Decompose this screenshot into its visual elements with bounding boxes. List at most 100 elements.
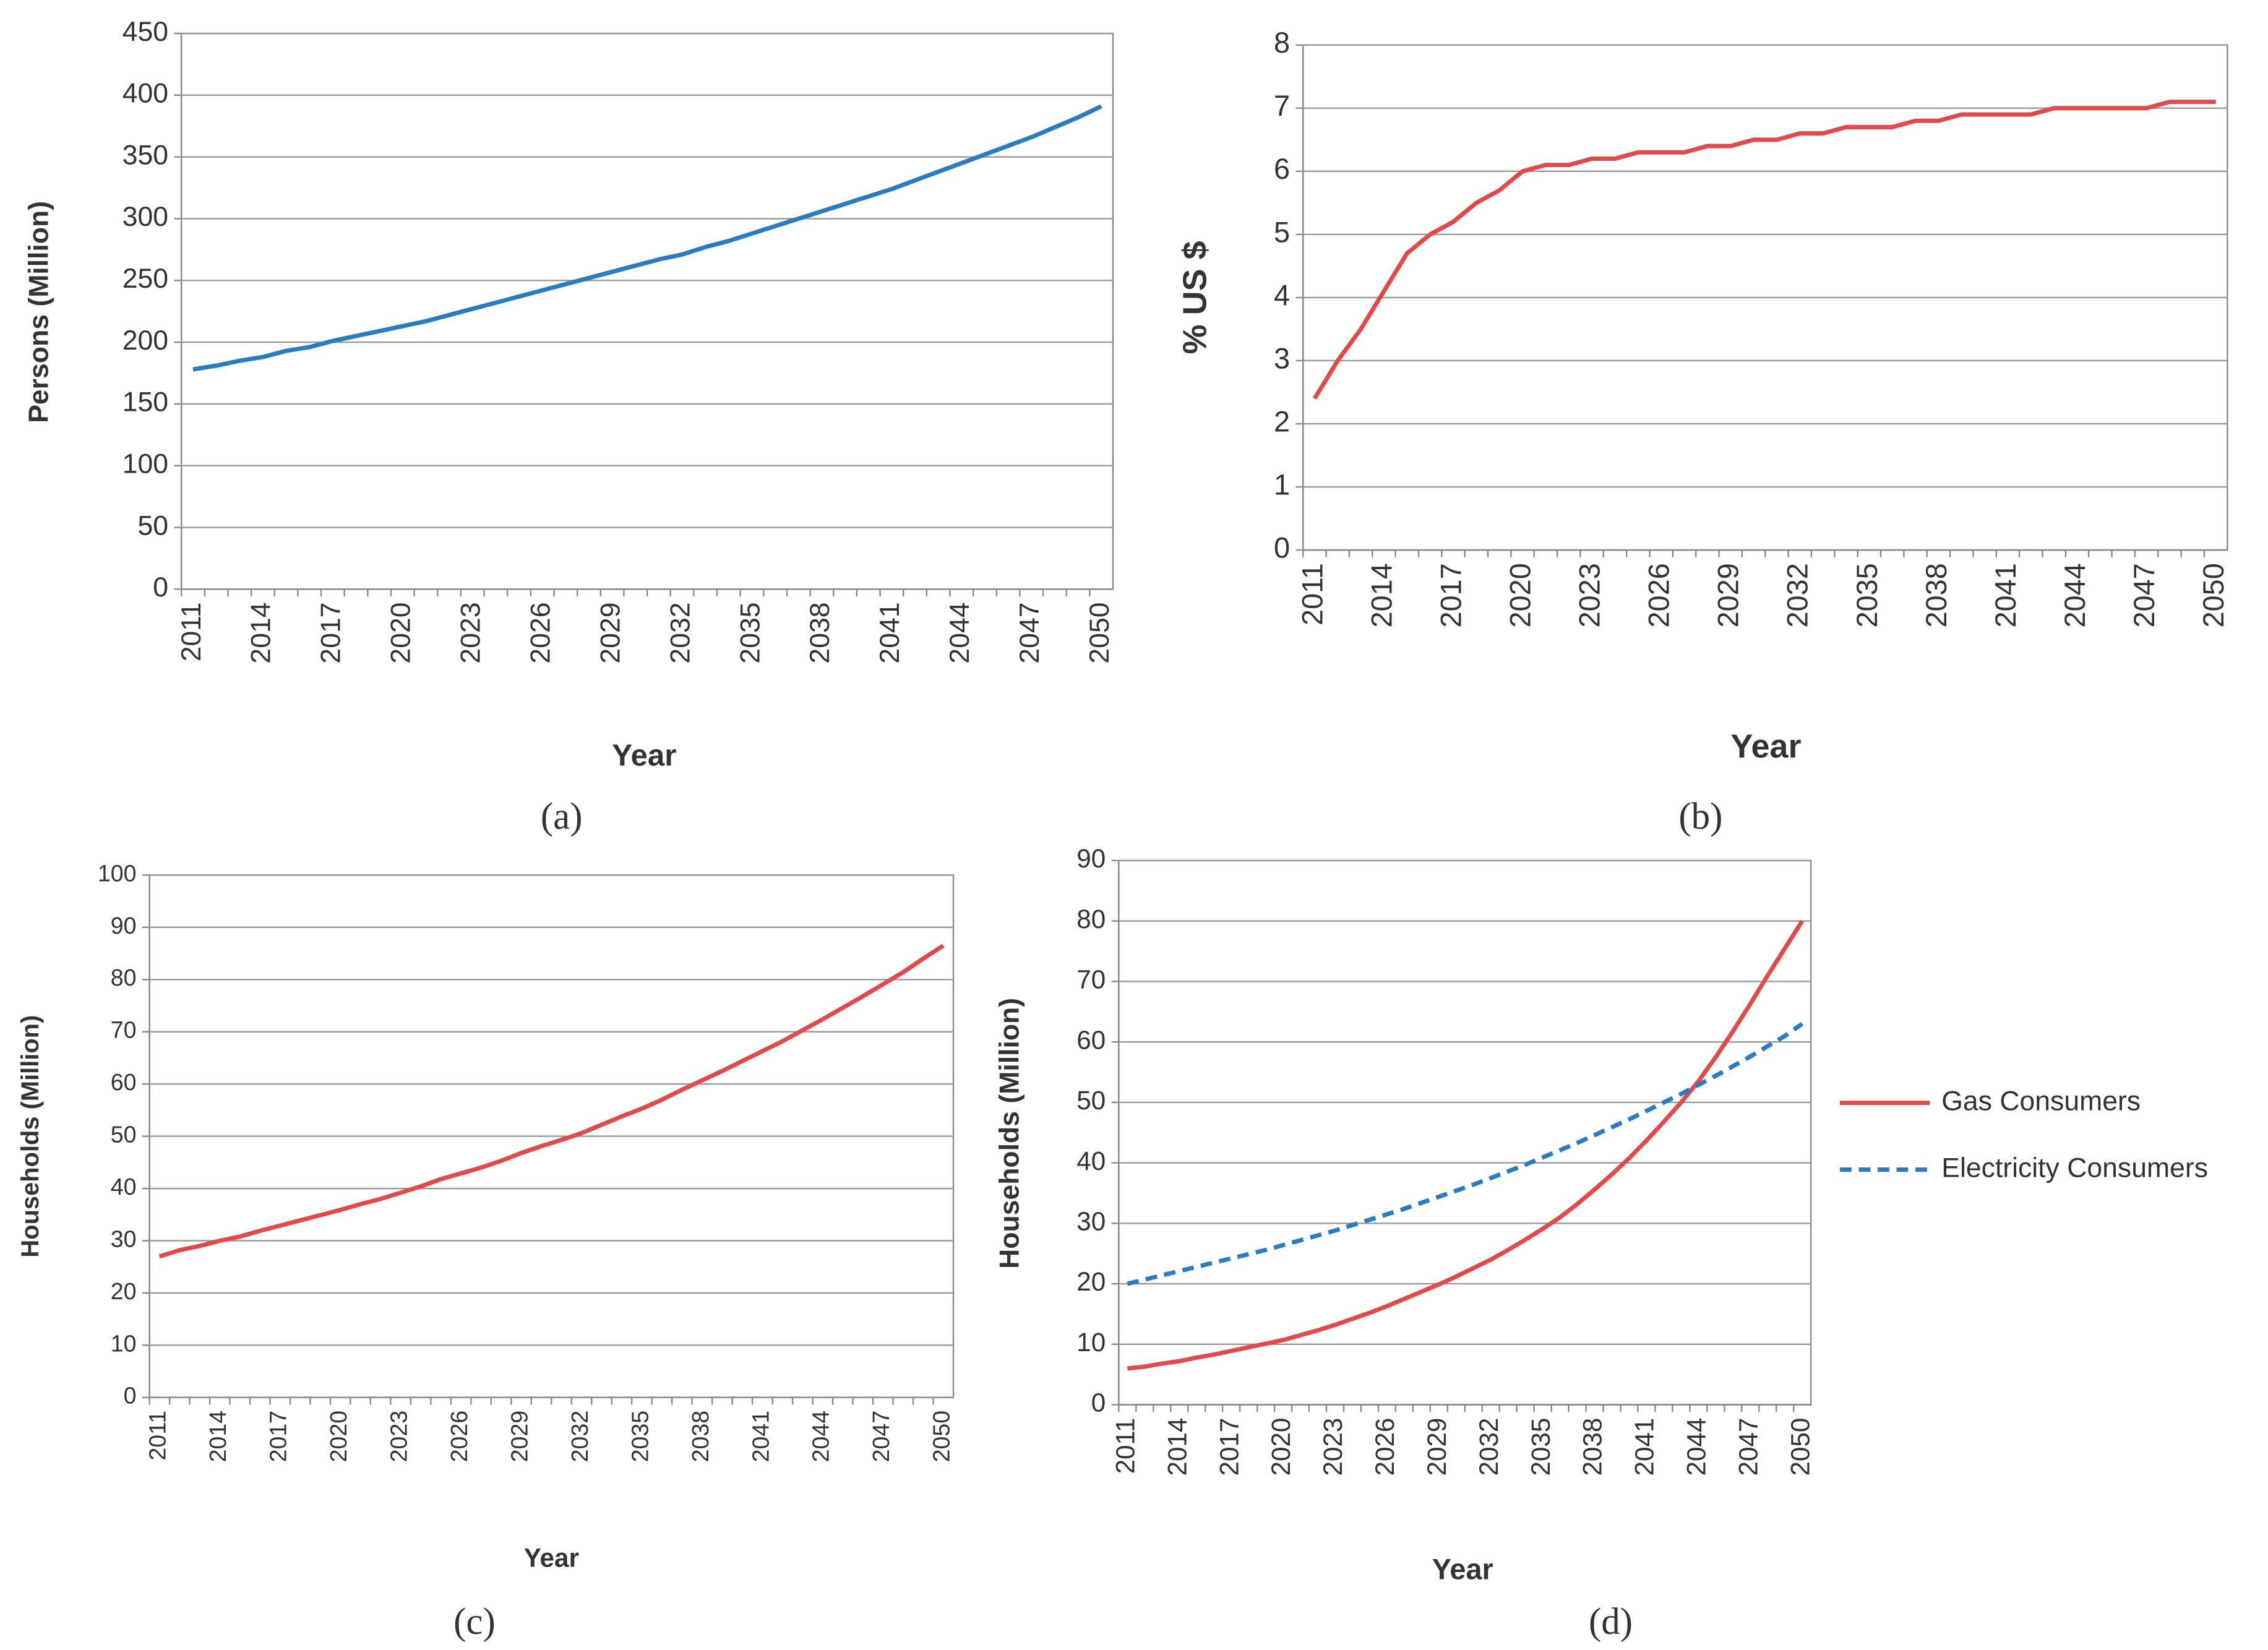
x-tick-label: 2032: [665, 602, 695, 663]
x-tick-label: 2041: [1990, 563, 2022, 627]
y-axis-label: % US $: [1176, 241, 1213, 354]
x-tick-label: 2011: [145, 1411, 171, 1461]
data-line: [1127, 919, 1805, 1371]
x-tick-label: 2023: [456, 602, 486, 663]
y-tick-label: 3: [1274, 342, 1290, 374]
x-tick-label: 2044: [2059, 563, 2091, 627]
x-tick-label: 2011: [176, 602, 207, 661]
x-axis-label: Year: [524, 1544, 579, 1573]
y-tick-label: 0: [1274, 531, 1290, 564]
y-tick-label: 30: [111, 1226, 137, 1252]
y-axis-label: Persons (Million): [24, 201, 54, 423]
y-tick-label: 60: [1076, 1025, 1106, 1054]
y-tick-label: 10: [111, 1330, 137, 1356]
panel-label: (b): [1678, 796, 1722, 837]
x-axis-label: Year: [1432, 1553, 1493, 1586]
x-tick-label: 2020: [1504, 563, 1536, 627]
y-tick-label: 100: [98, 860, 137, 886]
y-tick-label: 150: [122, 387, 168, 418]
data-line: [1127, 1021, 1804, 1286]
y-tick-label: 50: [111, 1122, 137, 1148]
x-tick-label: 2020: [1266, 1418, 1295, 1476]
x-tick-label: 2050: [2197, 563, 2230, 627]
x-tick-label: 2026: [525, 602, 556, 663]
y-tick-label: 60: [111, 1069, 137, 1095]
x-tick-label: 2014: [1162, 1418, 1192, 1476]
x-tick-label: 2041: [747, 1411, 773, 1462]
x-tick-label: 2050: [1085, 602, 1115, 663]
x-tick-label: 2017: [1214, 1418, 1244, 1476]
x-tick-label: 2044: [808, 1411, 834, 1462]
x-tick-label: 2011: [1296, 563, 1328, 625]
x-tick-label: 2014: [205, 1411, 231, 1462]
x-tick-label: 2023: [1318, 1418, 1347, 1476]
data-line: [158, 943, 945, 1259]
y-tick-label: 5: [1274, 216, 1290, 248]
x-tick-label: 2041: [1630, 1418, 1659, 1476]
x-tick-label: 2047: [1733, 1418, 1763, 1476]
x-tick-label: 2038: [805, 602, 835, 663]
y-tick-label: 80: [111, 965, 137, 990]
x-tick-label: 2044: [1682, 1418, 1711, 1476]
y-tick-label: 40: [1076, 1146, 1106, 1175]
y-tick-label: 40: [111, 1174, 137, 1200]
x-tick-label: 2020: [386, 602, 416, 663]
y-tick-label: 1: [1274, 468, 1290, 501]
y-axis-label: Households (Million): [995, 998, 1025, 1269]
y-tick-label: 90: [111, 913, 137, 939]
y-tick-label: 0: [124, 1383, 137, 1409]
x-tick-label: 2032: [1782, 563, 1814, 627]
x-tick-label: 2047: [2128, 563, 2160, 627]
y-tick-label: 90: [1076, 844, 1106, 873]
x-tick-label: 2017: [1435, 563, 1467, 627]
y-axis-label: Households (Million): [17, 1015, 44, 1258]
x-tick-label: 2017: [316, 602, 346, 663]
legend-label: Electricity Consumers: [1941, 1153, 2208, 1183]
x-tick-label: 2038: [687, 1411, 713, 1462]
x-tick-label: 2050: [929, 1411, 955, 1462]
y-tick-label: 400: [122, 79, 168, 109]
y-tick-label: 250: [122, 264, 168, 294]
y-tick-label: 450: [122, 17, 168, 47]
y-tick-label: 0: [1091, 1388, 1106, 1417]
data-line: [1312, 100, 2216, 400]
x-tick-label: 2029: [1422, 1418, 1451, 1476]
x-tick-label: 2035: [627, 1411, 653, 1462]
x-tick-label: 2032: [567, 1411, 593, 1462]
panel-label: (d): [1589, 1601, 1633, 1643]
data-line: [192, 104, 1102, 372]
y-tick-label: 20: [111, 1278, 137, 1304]
y-tick-label: 50: [138, 510, 169, 541]
y-tick-label: 0: [153, 572, 168, 603]
x-tick-label: 2026: [1370, 1418, 1399, 1476]
x-tick-label: 2047: [868, 1411, 894, 1462]
y-tick-label: 350: [122, 140, 168, 170]
y-tick-label: 80: [1076, 904, 1106, 934]
y-tick-label: 50: [1076, 1086, 1106, 1115]
x-tick-label: 2032: [1474, 1418, 1503, 1476]
y-tick-label: 20: [1076, 1267, 1106, 1296]
plot-area: [1118, 859, 1812, 1406]
x-tick-label: 2029: [595, 602, 625, 663]
x-axis-label: Year: [612, 738, 676, 772]
x-tick-label: 2044: [945, 602, 975, 663]
y-tick-label: 200: [122, 325, 168, 356]
panel-label: (a): [541, 796, 583, 837]
x-tick-label: 2035: [1851, 563, 1883, 627]
x-tick-label: 2029: [506, 1411, 532, 1462]
x-tick-label: 2017: [265, 1411, 291, 1462]
y-tick-label: 10: [1076, 1328, 1106, 1357]
x-tick-label: 2023: [1574, 563, 1606, 627]
y-tick-label: 8: [1274, 27, 1290, 59]
x-tick-label: 2050: [1785, 1418, 1815, 1476]
x-tick-label: 2035: [735, 602, 765, 663]
x-tick-label: 2038: [1578, 1418, 1607, 1476]
x-tick-label: 2014: [246, 602, 277, 663]
x-axis-label: Year: [1730, 728, 1801, 765]
y-tick-label: 300: [122, 202, 168, 232]
y-tick-label: 70: [111, 1017, 137, 1043]
x-tick-label: 2026: [1643, 563, 1675, 627]
y-tick-label: 6: [1274, 153, 1290, 185]
